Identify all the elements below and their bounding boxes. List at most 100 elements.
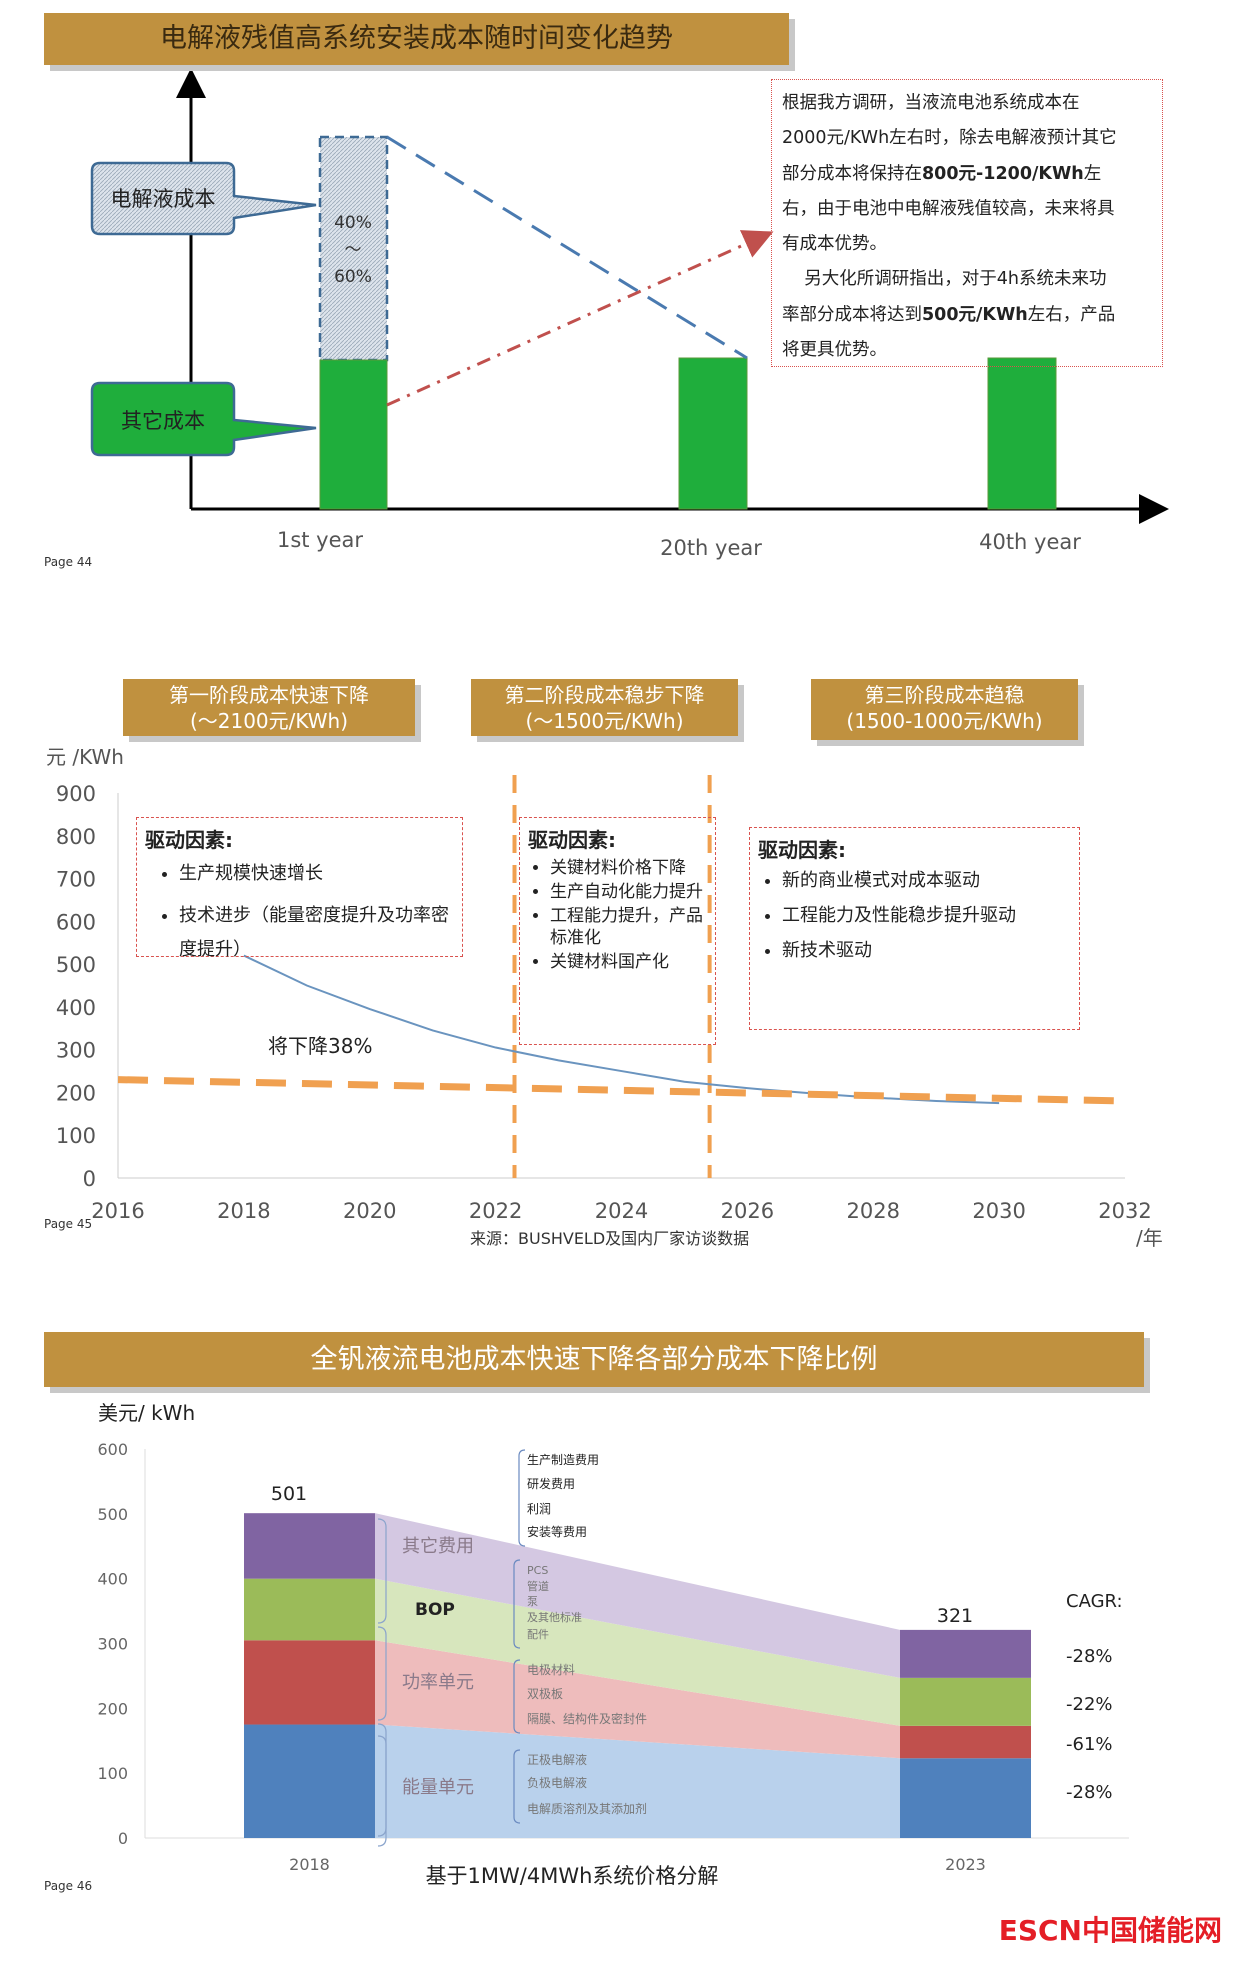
- bar-other-40th: [987, 357, 1057, 510]
- page-number: Page 45: [44, 1217, 92, 1231]
- band-功率单元: [375, 1640, 900, 1759]
- sub-label: 泵: [527, 1595, 538, 1608]
- callout-other-label: 其它成本: [121, 409, 205, 433]
- y-tick-label: 0: [83, 1167, 96, 1191]
- cagr-value: -28%: [1066, 1782, 1113, 1803]
- page-number: Page 46: [44, 1879, 92, 1893]
- y-tick-label: 400: [97, 1570, 128, 1589]
- phase-title: 第三阶段成本趋稳: [864, 683, 1025, 707]
- note-highlight: 800元-1200/KWh: [922, 163, 1084, 184]
- y-tick-label: 0: [118, 1829, 128, 1848]
- sub-bracket: [513, 1749, 521, 1824]
- callout-other-shape: [90, 381, 317, 457]
- sub-label: 配件: [527, 1628, 549, 1641]
- y-tick-label: 200: [97, 1699, 128, 1718]
- y-axis-unit: 元 /KWh: [46, 745, 124, 769]
- phase-title: 第一阶段成本快速下降: [169, 683, 369, 707]
- cagr-label: CAGR:: [1066, 1591, 1123, 1612]
- y-tick-label: 600: [97, 1440, 128, 1459]
- phase-1-banner: 第一阶段成本快速下降 (～2100元/KWh): [123, 679, 415, 736]
- x-tick-label: 2016: [91, 1199, 144, 1223]
- bar-2023-segment: [900, 1677, 1031, 1726]
- blue-dashed-trend: [386, 135, 748, 360]
- note-line: 另大化所调研指出，对于4h系统未来功: [804, 269, 1107, 290]
- y-tick-label: 500: [56, 953, 96, 977]
- bar-2018-segment: [244, 1724, 375, 1838]
- callout-electrolyte-label: 电解液成本: [111, 187, 216, 211]
- note-line: 左右，产品: [1027, 304, 1116, 325]
- x-tick-label: 2023: [945, 1855, 986, 1874]
- share-tilde: ～: [345, 240, 362, 260]
- y-tick-label: 100: [97, 1764, 128, 1783]
- x-tick-label: 2032: [1098, 1199, 1151, 1223]
- note-highlight: 500元/KWh: [922, 304, 1028, 325]
- bar-other-20th: [678, 357, 748, 510]
- x-tick-label: 2024: [595, 1199, 648, 1223]
- driver-item: 工程能力及性能稳步提升驱动: [782, 902, 1079, 929]
- group-label: 其它费用: [402, 1536, 474, 1557]
- note-line: 率部分成本将达到: [782, 304, 922, 325]
- y-tick-label: 300: [56, 1039, 96, 1063]
- source-note: 来源：BUSHVELD及国内厂家访谈数据: [470, 1229, 749, 1248]
- y-axis-unit: 美元/ kWh: [98, 1401, 195, 1425]
- panel1-title: 电解液残值高系统安装成本随时间变化趋势: [44, 13, 789, 65]
- bar-2018-segment: [244, 1513, 375, 1579]
- x-axis-unit: /年: [1136, 1226, 1163, 1250]
- sub-label: 利润: [527, 1502, 551, 1516]
- sub-label: 负极电解液: [527, 1775, 587, 1790]
- sub-bracket: [513, 1559, 521, 1649]
- sub-label: 隔膜、结构件及密封件: [527, 1711, 647, 1726]
- escn-logo: ESCN中国储能网: [999, 1914, 1222, 1947]
- x-tick-label: 2030: [972, 1199, 1025, 1223]
- bar-other-1st: [319, 359, 388, 510]
- sub-label: 安装等费用: [527, 1524, 587, 1539]
- y-tick-label: 900: [56, 782, 96, 806]
- cagr-value: -22%: [1066, 1694, 1113, 1715]
- y-tick-label: 200: [56, 1081, 96, 1105]
- note-line: 部分成本将保持在: [782, 163, 922, 184]
- note-line: 有成本优势。: [782, 234, 887, 255]
- bar-2023-segment: [900, 1725, 1031, 1759]
- group-label: 能量单元: [402, 1777, 474, 1798]
- x-label-40th: 40th year: [979, 530, 1081, 554]
- driver-item: 关键材料价格下降: [550, 857, 715, 879]
- driver-item: 工程能力提升，产品标准化: [550, 905, 715, 949]
- driver-item: 技术进步（能量密度提升及功率密度提升）: [179, 899, 462, 967]
- x-tick-label: 2026: [721, 1199, 774, 1223]
- note-line: 根据我方调研，当液流电池系统成本在: [782, 93, 1080, 113]
- panel3-chart: 美元/ kWh 基于1MW/4MWh系统价格分解 CAGR: Page 46 E…: [44, 1401, 1222, 1947]
- drivers-box-2: 驱动因素: 关键材料价格下降生产自动化能力提升工程能力提升，产品标准化关键材料国产…: [519, 817, 716, 1045]
- x-tick-label: 2022: [469, 1199, 522, 1223]
- y-tick-label: 400: [56, 996, 96, 1020]
- phase-range: (～2100元/KWh): [189, 709, 349, 733]
- drivers-box-3: 驱动因素: 新的商业模式对成本驱动工程能力及性能稳步提升驱动新技术驱动: [749, 827, 1080, 1030]
- y-tick-label: 600: [56, 910, 96, 934]
- phase-3-banner: 第三阶段成本趋稳 (1500-1000元/KWh): [811, 679, 1078, 740]
- callout-electrolyte-shape: [90, 161, 317, 236]
- phase-title: 第二阶段成本稳步下降: [504, 683, 705, 707]
- group-label: BOP: [415, 1600, 455, 1620]
- x-label-1st: 1st year: [277, 528, 363, 552]
- sub-bracket: [518, 1449, 526, 1547]
- x-tick-label: 2028: [847, 1199, 900, 1223]
- bar-2023-segment: [900, 1629, 1031, 1678]
- total-label-2018: 501: [271, 1483, 307, 1505]
- phase-range: (～1500元/KWh): [525, 709, 684, 733]
- note-line: 右，由于电池中电解液残值较高，未来将具: [782, 198, 1115, 219]
- driver-item: 生产自动化能力提升: [550, 881, 715, 903]
- sub-bracket: [513, 1659, 521, 1734]
- sub-label: 生产制造费用: [527, 1453, 599, 1467]
- panel2-chart: 元 /KWh /年 将下降38% 来源：BUSHVELD及国内厂家访谈数据 Pa…: [44, 745, 1163, 1250]
- band-能量单元: [375, 1724, 900, 1838]
- phase-2-banner: 第二阶段成本稳步下降 (～1500元/KWh): [471, 679, 738, 736]
- sub-label: 电极材料: [527, 1663, 575, 1677]
- panel1-chart: 电解液成本 其它成本 40% ～ 60% 1st year 20th year …: [44, 68, 1169, 569]
- drivers-title: 驱动因素:: [528, 828, 616, 852]
- drivers-title: 驱动因素:: [145, 828, 233, 852]
- driver-item: 关键材料国产化: [550, 951, 715, 973]
- subtitle: 基于1MW/4MWh系统价格分解: [426, 1864, 719, 1888]
- annotation-decline: 将下降38%: [268, 1034, 372, 1058]
- group-bracket: [377, 1518, 387, 1624]
- driver-item: 生产规模快速增长: [179, 857, 462, 891]
